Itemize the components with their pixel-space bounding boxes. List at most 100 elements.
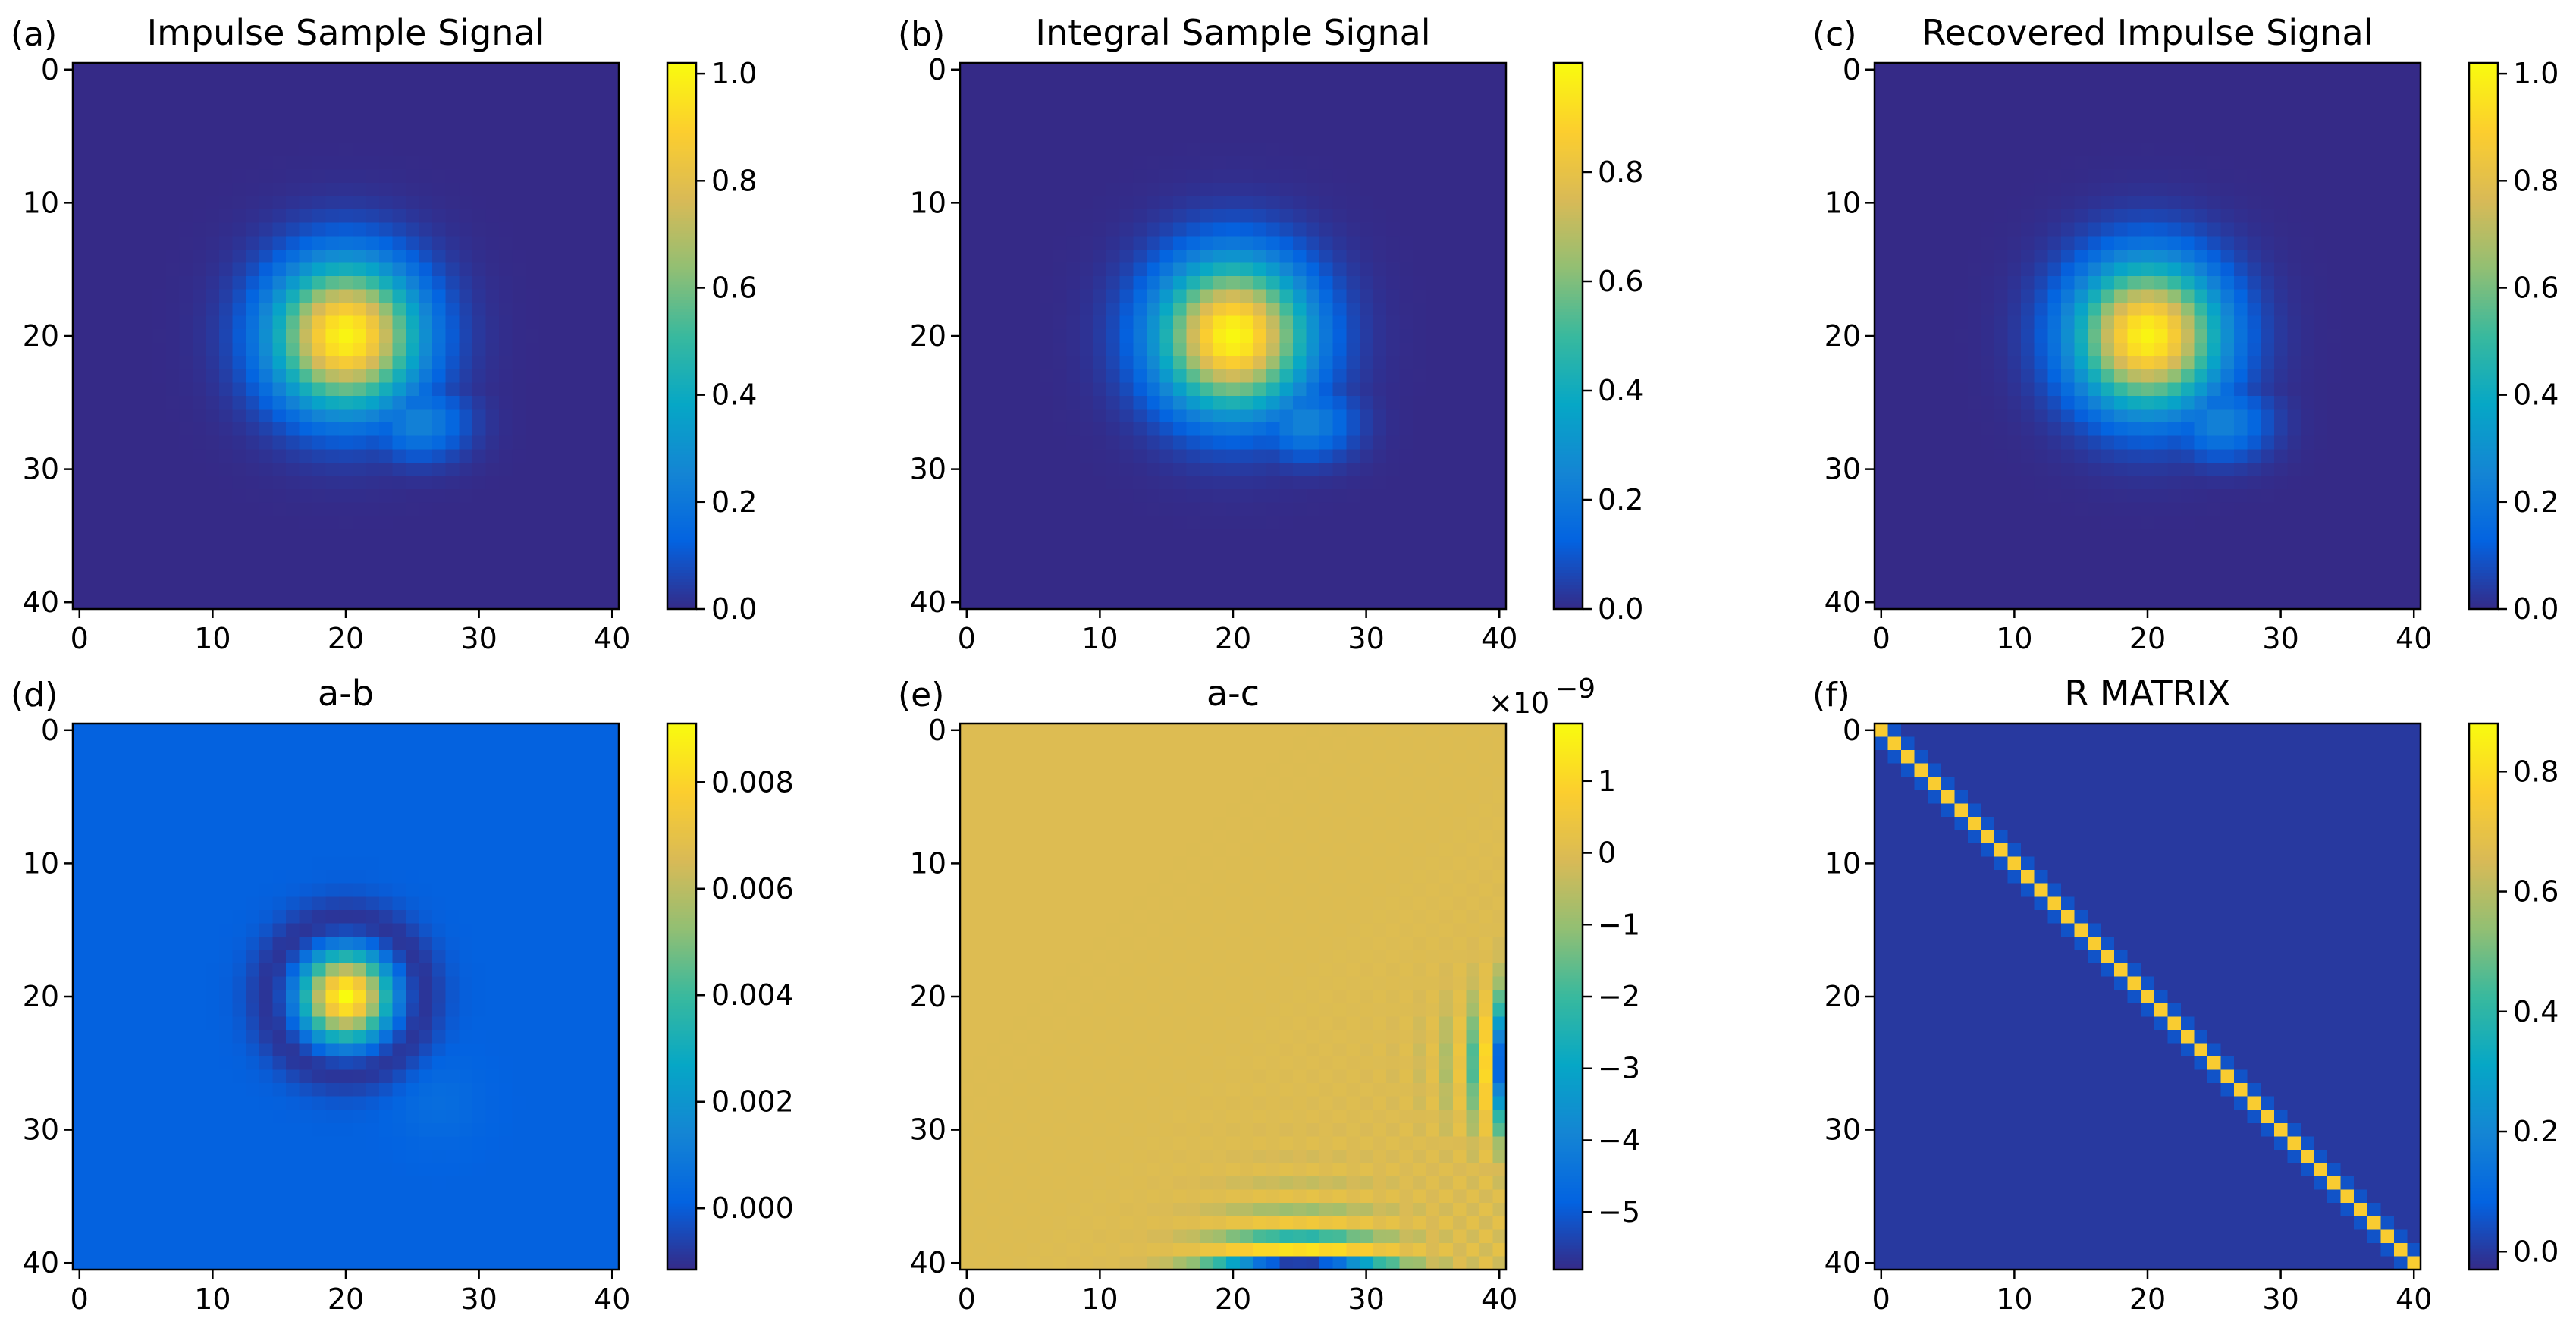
heatmap-cell bbox=[1479, 303, 1494, 317]
heatmap-cell bbox=[1106, 409, 1121, 423]
heatmap-cell bbox=[86, 595, 100, 610]
heatmap-cell bbox=[1359, 116, 1373, 130]
heatmap-cell bbox=[1439, 396, 1454, 410]
heatmap-cell bbox=[459, 582, 473, 597]
heatmap-cell bbox=[1426, 183, 1440, 197]
heatmap-cell bbox=[512, 502, 526, 516]
heatmap-cell bbox=[1373, 462, 1387, 476]
heatmap-cell bbox=[2367, 396, 2381, 410]
colorbar-segment bbox=[667, 394, 696, 397]
heatmap-cell bbox=[591, 396, 607, 410]
heatmap-cell bbox=[987, 529, 1001, 543]
heatmap-cell bbox=[1066, 196, 1081, 210]
heatmap-cell bbox=[432, 222, 447, 237]
colorbar-tick-label: 1.0 bbox=[711, 57, 757, 90]
heatmap-cell bbox=[246, 449, 260, 463]
heatmap-cell bbox=[179, 116, 193, 130]
heatmap-cell bbox=[512, 396, 526, 410]
heatmap-cell bbox=[419, 382, 433, 397]
heatmap-cell bbox=[973, 422, 987, 437]
heatmap-cell bbox=[526, 342, 540, 356]
heatmap-cell bbox=[1452, 169, 1467, 184]
heatmap-cell bbox=[2247, 275, 2261, 290]
colorbar-segment bbox=[1554, 239, 1583, 243]
heatmap-cell bbox=[152, 329, 167, 344]
heatmap-cell bbox=[1093, 222, 1107, 237]
heatmap-cell bbox=[86, 582, 100, 597]
heatmap-cell bbox=[2194, 369, 2208, 384]
heatmap-cell bbox=[1093, 249, 1107, 264]
heatmap-cell bbox=[1066, 129, 1081, 143]
heatmap-cell bbox=[526, 356, 540, 370]
heatmap-cell bbox=[445, 462, 460, 476]
heatmap-cell bbox=[987, 488, 1001, 504]
heatmap-cell bbox=[2220, 129, 2235, 143]
heatmap-cell bbox=[99, 422, 114, 437]
heatmap-cell bbox=[206, 63, 220, 77]
heatmap-cell bbox=[2247, 249, 2261, 264]
heatmap-cell bbox=[1887, 63, 1902, 77]
heatmap-cell bbox=[406, 262, 420, 277]
heatmap-cell bbox=[2340, 409, 2355, 423]
heatmap-cell bbox=[1213, 449, 1227, 463]
heatmap-cell bbox=[246, 222, 260, 237]
colorbar-segment bbox=[1554, 582, 1583, 585]
heatmap-cell bbox=[206, 449, 220, 463]
heatmap-cell bbox=[498, 169, 513, 184]
heatmap-cell bbox=[1119, 155, 1134, 171]
heatmap-cell bbox=[392, 63, 406, 77]
heatmap-cell bbox=[2114, 435, 2129, 450]
heatmap-cell bbox=[1186, 422, 1200, 437]
heatmap-cell bbox=[1226, 116, 1241, 130]
heatmap-cell bbox=[2154, 422, 2168, 437]
heatmap-cell bbox=[591, 76, 607, 90]
heatmap-cell bbox=[259, 143, 274, 157]
heatmap-cell bbox=[1146, 342, 1161, 356]
heatmap-cell bbox=[325, 462, 340, 476]
heatmap-cell bbox=[2167, 342, 2182, 356]
heatmap-cell bbox=[1426, 89, 1440, 104]
heatmap-cell bbox=[1253, 516, 1267, 530]
heatmap-cell bbox=[206, 183, 220, 197]
heatmap-cell bbox=[579, 303, 593, 317]
heatmap-cell bbox=[2300, 129, 2315, 143]
heatmap-cell bbox=[1053, 222, 1068, 237]
heatmap-cell bbox=[1332, 329, 1347, 344]
heatmap-cell bbox=[1040, 102, 1054, 117]
colorbar-segment bbox=[1554, 579, 1583, 582]
heatmap-cell bbox=[2167, 435, 2182, 450]
heatmap-cell bbox=[152, 76, 167, 90]
heatmap-cell bbox=[299, 435, 313, 450]
heatmap-cell bbox=[1279, 315, 1294, 330]
heatmap-cell bbox=[2300, 369, 2315, 384]
heatmap-cell bbox=[312, 262, 327, 277]
heatmap-cell bbox=[312, 169, 327, 184]
heatmap-cell bbox=[325, 116, 340, 130]
heatmap-cell bbox=[406, 396, 420, 410]
heatmap-cell bbox=[565, 76, 579, 90]
heatmap-cell bbox=[1466, 435, 1480, 450]
heatmap-cell bbox=[565, 595, 579, 610]
colorbar-segment bbox=[667, 579, 696, 582]
heatmap-cell bbox=[1172, 435, 1188, 450]
heatmap-cell bbox=[126, 382, 140, 397]
heatmap-cell bbox=[472, 76, 486, 90]
heatmap-cell bbox=[139, 488, 153, 504]
heatmap-cell bbox=[2007, 169, 2022, 184]
heatmap-cell bbox=[1994, 315, 2009, 330]
heatmap-cell bbox=[1106, 222, 1121, 237]
heatmap-cell bbox=[312, 542, 327, 557]
heatmap-cell bbox=[152, 209, 167, 224]
colorbar-segment bbox=[667, 430, 696, 434]
heatmap-cell bbox=[99, 209, 114, 224]
heatmap-cell bbox=[538, 409, 553, 423]
heatmap-cell bbox=[1200, 89, 1214, 104]
heatmap-cell bbox=[1479, 249, 1494, 264]
heatmap-cell bbox=[1293, 382, 1307, 397]
heatmap-cell bbox=[987, 476, 1001, 490]
heatmap-cell bbox=[139, 289, 153, 303]
heatmap-cell bbox=[1172, 488, 1188, 504]
heatmap-cell bbox=[1119, 582, 1134, 597]
heatmap-cell bbox=[126, 169, 140, 184]
heatmap-cell bbox=[565, 236, 579, 250]
